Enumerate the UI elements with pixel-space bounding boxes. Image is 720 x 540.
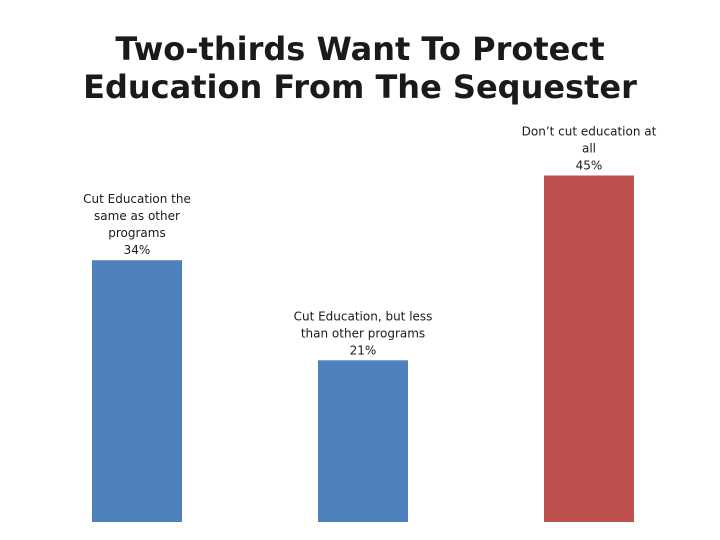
bar-2 <box>318 360 408 522</box>
chart-title-line-1: Two-thirds Want To Protect <box>115 30 605 68</box>
data-label-3: Don’t cut education at all 45% <box>522 125 657 173</box>
data-label-1: Cut Education the same as other programs 34… <box>83 192 191 257</box>
data-label-2-line-1: Cut Education, but less <box>294 309 433 323</box>
data-label-2-line-2: than other programs <box>301 326 425 340</box>
data-label-1-line-3: programs <box>108 226 165 240</box>
data-label-1-line-2: same as other <box>94 209 180 223</box>
bar-1 <box>92 260 182 522</box>
bar-3 <box>544 175 634 522</box>
data-label-2-line-3: 21% <box>350 343 377 357</box>
data-label-3-line-1: Don’t cut education at <box>522 125 657 139</box>
chart-title-line-2: Education From The Sequester <box>83 68 637 106</box>
data-label-1-line-1: Cut Education the <box>83 192 191 206</box>
data-label-3-line-3: 45% <box>576 159 603 173</box>
data-label-1-line-4: 34% <box>124 243 151 257</box>
data-label-2: Cut Education, but less than other progra… <box>294 309 433 357</box>
data-label-3-line-2: all <box>582 142 596 156</box>
chart-title: Two-thirds Want To Protect Education Fro… <box>0 30 720 106</box>
